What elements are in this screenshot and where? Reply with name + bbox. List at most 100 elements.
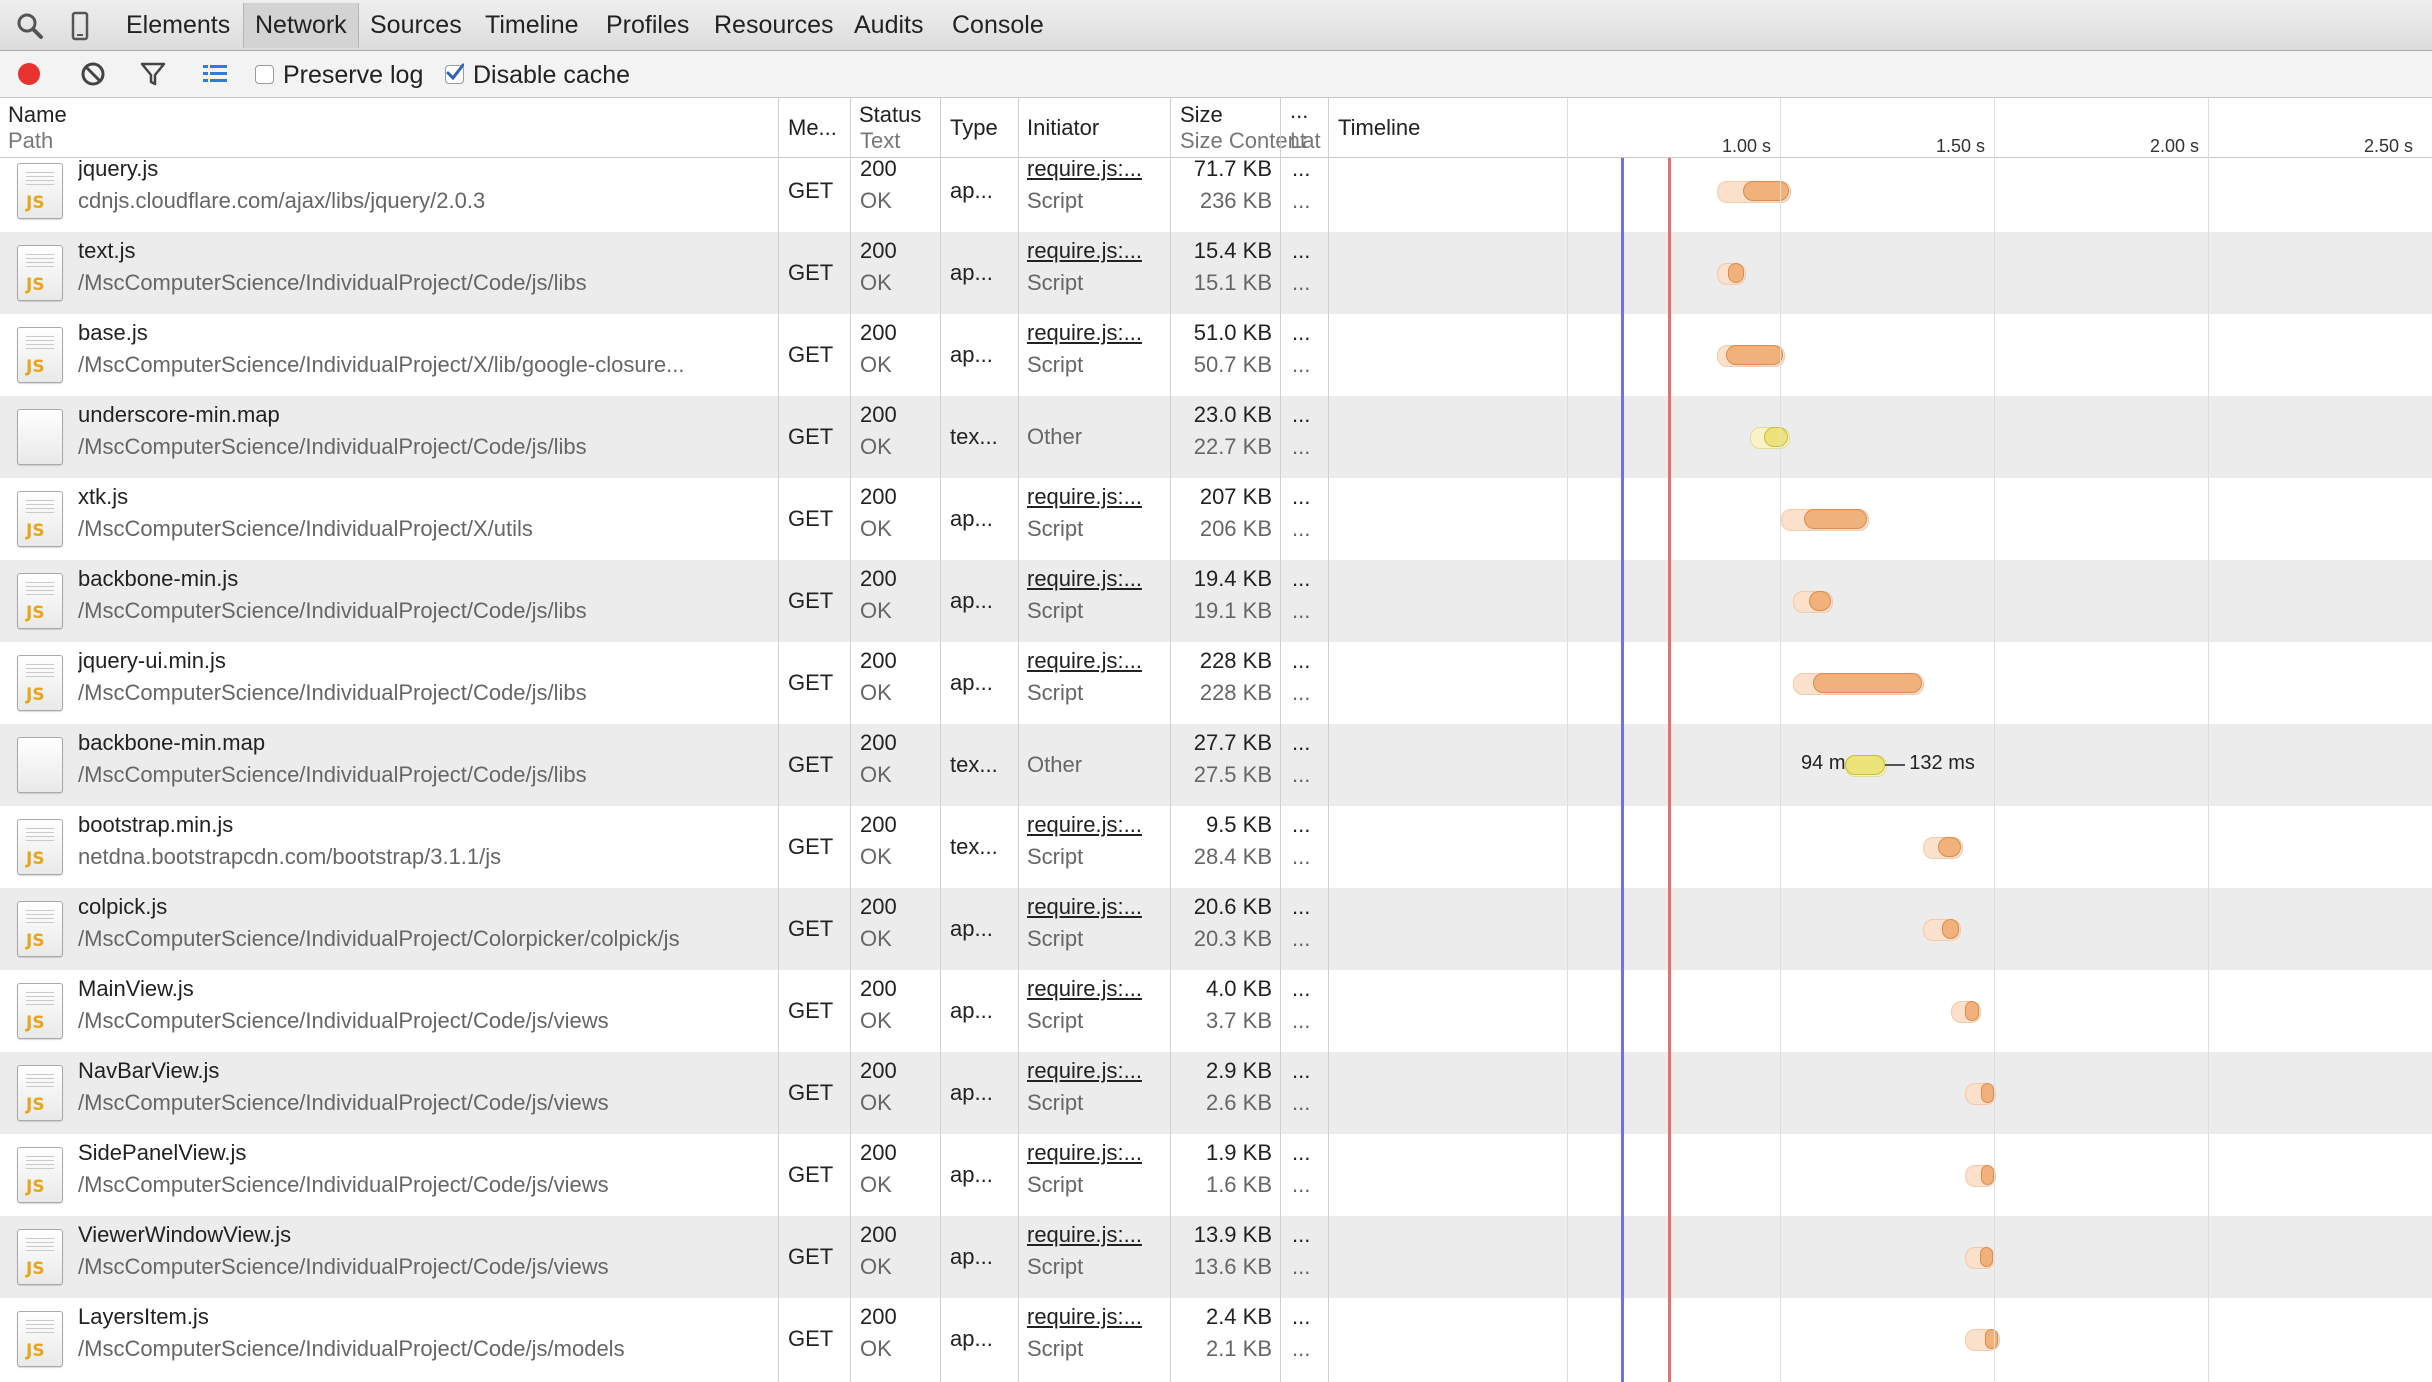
request-content-size: 3.7 KB bbox=[1205, 1008, 1272, 1033]
request-initiator[interactable]: require.js:... bbox=[1027, 1058, 1142, 1083]
request-initiator[interactable]: require.js:... bbox=[1027, 484, 1142, 509]
tab-network[interactable]: Network bbox=[243, 3, 359, 48]
header-text[interactable]: Text bbox=[860, 128, 901, 153]
tab-resources[interactable]: Resources bbox=[714, 11, 834, 39]
request-initiator[interactable]: require.js:... bbox=[1027, 648, 1142, 673]
header-method[interactable]: Me... bbox=[788, 115, 837, 140]
timeline-receive-bar[interactable] bbox=[1725, 345, 1784, 365]
header-content[interactable]: Size Content bbox=[1180, 128, 1306, 153]
request-initiator[interactable]: require.js:... bbox=[1027, 1140, 1142, 1165]
timeline-receive-bar[interactable] bbox=[1938, 837, 1962, 857]
tab-sources[interactable]: Sources bbox=[370, 11, 462, 39]
header-type[interactable]: Type bbox=[950, 115, 998, 140]
preserve-log-checkbox[interactable] bbox=[255, 65, 274, 84]
tab-timeline[interactable]: Timeline bbox=[485, 11, 579, 39]
device-mode-icon[interactable] bbox=[64, 10, 96, 42]
request-size: 1.9 KB bbox=[1205, 1140, 1272, 1165]
request-latency-2: ... bbox=[1292, 680, 1311, 705]
request-initiator[interactable]: require.js:... bbox=[1027, 976, 1142, 1001]
table-row[interactable]: JS jquery.js cdnjs.cloudflare.com/ajax/lib… bbox=[0, 158, 2432, 232]
js-badge-icon: JS bbox=[26, 849, 45, 869]
col-sep-status bbox=[940, 98, 941, 1382]
file-lines-icon bbox=[26, 664, 54, 678]
timeline-total-connector bbox=[1885, 764, 1906, 766]
request-status: 200 bbox=[860, 566, 897, 591]
request-path: /MscComputerScience/IndividualProject/Co… bbox=[78, 270, 587, 295]
timeline-receive-bar[interactable] bbox=[1941, 919, 1959, 939]
table-row[interactable]: JS MainView.js/MscComputerScience/Individ… bbox=[0, 970, 2432, 1052]
request-initiator[interactable]: require.js:... bbox=[1027, 812, 1142, 837]
js-file-icon: JS bbox=[17, 245, 63, 301]
request-status-text: OK bbox=[860, 1336, 892, 1361]
table-row[interactable]: JS base.js/MscComputerScience/IndividualP… bbox=[0, 314, 2432, 396]
timeline-receive-bar[interactable] bbox=[1809, 591, 1832, 611]
table-row[interactable]: JS ViewerWindowView.js/MscComputerScience… bbox=[0, 1216, 2432, 1298]
request-initiator[interactable]: require.js:... bbox=[1027, 1304, 1142, 1329]
table-row[interactable]: JS backbone-min.js/MscComputerScience/Ind… bbox=[0, 560, 2432, 642]
request-type: tex... bbox=[950, 424, 998, 449]
timeline-receive-bar[interactable] bbox=[1742, 181, 1789, 201]
header-latency-top[interactable]: ... bbox=[1290, 98, 1309, 123]
search-icon[interactable] bbox=[14, 10, 46, 42]
table-row[interactable]: JS SidePanelView.js/MscComputerScience/In… bbox=[0, 1134, 2432, 1216]
timeline-receive-bar[interactable] bbox=[1981, 1165, 1994, 1185]
table-row[interactable]: backbone-min.map/MscComputerScience/Indi… bbox=[0, 724, 2432, 806]
table-row[interactable]: JS LayersItem.js/MscComputerScience/Indiv… bbox=[0, 1298, 2432, 1380]
request-latency-2: ... bbox=[1292, 1254, 1311, 1279]
large-rows-icon[interactable] bbox=[200, 59, 230, 89]
timeline-receive-bar[interactable] bbox=[1763, 427, 1788, 447]
request-initiator[interactable]: require.js:... bbox=[1027, 894, 1142, 919]
timeline-receive-bar[interactable] bbox=[1845, 755, 1886, 775]
record-icon[interactable] bbox=[14, 59, 44, 89]
request-initiator[interactable]: require.js:... bbox=[1027, 320, 1142, 345]
header-status[interactable]: Status bbox=[859, 102, 922, 127]
js-badge-icon: JS bbox=[26, 1259, 45, 1279]
request-path: /MscComputerScience/IndividualProject/Co… bbox=[78, 1172, 609, 1197]
timeline-receive-bar[interactable] bbox=[1981, 1083, 1994, 1103]
timeline-receive-bar[interactable] bbox=[1984, 1329, 1999, 1349]
request-content-size: 228 KB bbox=[1199, 680, 1272, 705]
tab-audits[interactable]: Audits bbox=[854, 11, 924, 39]
file-lines-icon bbox=[26, 828, 54, 842]
table-row[interactable]: JS NavBarView.js/MscComputerScience/Indiv… bbox=[0, 1052, 2432, 1134]
header-timeline[interactable]: Timeline bbox=[1338, 115, 1421, 140]
request-initiator-type: Script bbox=[1027, 270, 1084, 295]
header-name[interactable]: Name bbox=[8, 102, 67, 127]
timeline-receive-bar[interactable] bbox=[1965, 1001, 1979, 1021]
header-path[interactable]: Path bbox=[8, 128, 54, 153]
request-initiator[interactable]: require.js:... bbox=[1027, 158, 1142, 181]
request-path: /MscComputerScience/IndividualProject/Co… bbox=[78, 926, 680, 951]
table-row[interactable]: JS text.js/MscComputerScience/IndividualP… bbox=[0, 232, 2432, 314]
tab-console[interactable]: Console bbox=[952, 11, 1044, 39]
table-row[interactable]: JS bootstrap.min.js netdna.bootstrapcdn.co… bbox=[0, 806, 2432, 888]
js-badge-icon: JS bbox=[26, 193, 45, 213]
table-row[interactable]: JS jquery-ui.min.js/MscComputerScience/In… bbox=[0, 642, 2432, 724]
file-lines-icon bbox=[26, 254, 54, 268]
header-initiator[interactable]: Initiator bbox=[1027, 115, 1100, 140]
request-type: ap... bbox=[950, 588, 993, 613]
timeline-receive-bar[interactable] bbox=[1813, 673, 1923, 693]
disable-cache-checkbox[interactable] bbox=[445, 63, 464, 84]
table-row[interactable]: JS xtk.js/MscComputerScience/IndividualPr… bbox=[0, 478, 2432, 560]
clear-icon[interactable] bbox=[78, 59, 108, 89]
filter-icon[interactable] bbox=[138, 59, 168, 89]
tab-profiles[interactable]: Profiles bbox=[606, 11, 690, 39]
timeline-receive-bar[interactable] bbox=[1803, 509, 1868, 529]
table-row[interactable]: underscore-min.map/MscComputerScience/In… bbox=[0, 396, 2432, 478]
file-lines-icon bbox=[26, 172, 54, 186]
timeline-receive-bar[interactable] bbox=[1979, 1247, 1993, 1267]
request-path: /MscComputerScience/IndividualProject/X/… bbox=[78, 352, 685, 377]
request-status: 200 bbox=[860, 730, 897, 755]
tab-elements[interactable]: Elements bbox=[126, 11, 231, 39]
request-method: GET bbox=[788, 424, 834, 449]
file-lines-icon bbox=[26, 1156, 54, 1170]
header-latency[interactable]: Lat bbox=[1290, 128, 1321, 153]
header-size[interactable]: Size bbox=[1180, 102, 1223, 127]
timeline-receive-bar[interactable] bbox=[1727, 263, 1744, 283]
request-initiator[interactable]: require.js:... bbox=[1027, 238, 1142, 263]
request-initiator[interactable]: require.js:... bbox=[1027, 566, 1142, 591]
table-row[interactable]: JS colpick.js/MscComputerScience/Individu… bbox=[0, 888, 2432, 970]
request-initiator[interactable]: require.js:... bbox=[1027, 1222, 1142, 1247]
request-name: LayersItem.js bbox=[78, 1304, 209, 1329]
js-file-icon: JS bbox=[17, 819, 63, 875]
